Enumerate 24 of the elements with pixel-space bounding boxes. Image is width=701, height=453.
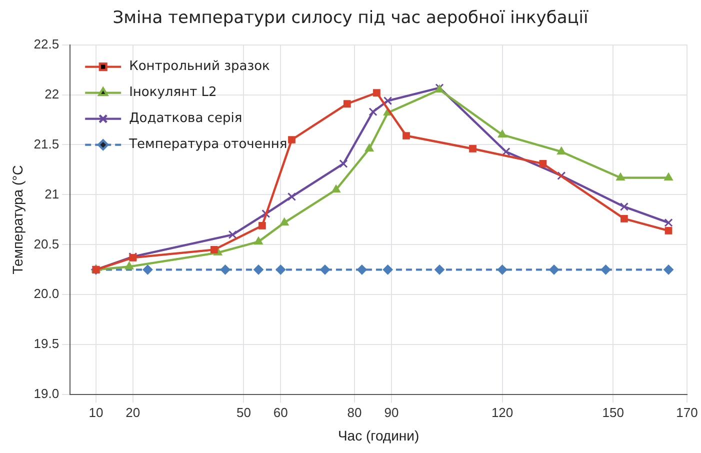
legend-label: Температура оточення xyxy=(128,137,288,152)
x-tick-label: 20 xyxy=(126,404,140,420)
x-tick-label: 170 xyxy=(676,404,698,420)
x-tick-label: 50 xyxy=(236,404,251,420)
x-axis-title: Час (години) xyxy=(338,427,420,444)
legend-label: Додаткова серія xyxy=(129,111,242,126)
y-tick-label: 19.0 xyxy=(34,386,60,402)
x-tick-label: 120 xyxy=(491,404,514,420)
y-tick-label: 22 xyxy=(44,86,60,102)
y-tick-label: 20.0 xyxy=(34,286,60,302)
y-tick-label: 21 xyxy=(44,186,60,202)
legend-label: Інокулянт L2 xyxy=(129,85,217,100)
y-tick-label: 21.5 xyxy=(34,136,60,152)
y-tick-label: 20.5 xyxy=(34,236,60,252)
y-tick-label: 22.5 xyxy=(34,36,60,52)
x-tick-label: 80 xyxy=(347,404,362,420)
x-tick-label: 90 xyxy=(384,404,399,420)
y-tick-label: 19.5 xyxy=(34,336,60,352)
x-tick-label: 150 xyxy=(602,404,624,420)
legend-label: Контрольний зразок xyxy=(129,59,270,74)
x-tick-label: 10 xyxy=(88,404,104,420)
chart-title: Зміна температури силосу під час аеробної інкубації xyxy=(112,8,590,28)
y-axis-title: Температура (°C xyxy=(9,165,26,274)
x-tick-label: 60 xyxy=(273,404,288,420)
